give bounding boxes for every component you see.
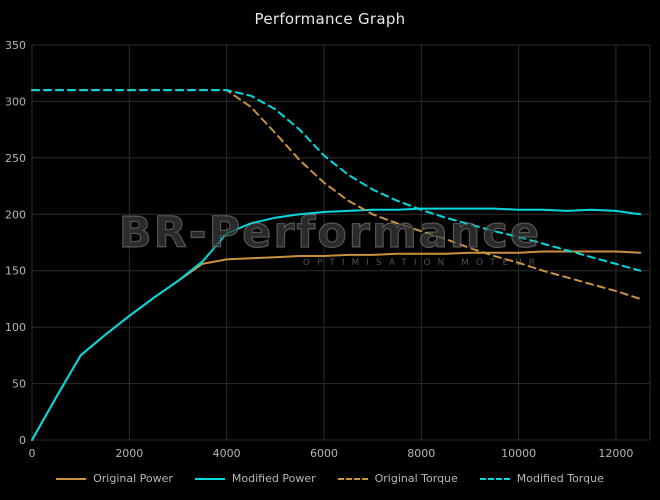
series-line-original-torque <box>31 89 642 300</box>
series-line-modified-power <box>31 207 642 441</box>
legend-item-modified-power: Modified Power <box>194 472 316 485</box>
x-tick-label: 10000 <box>501 447 536 460</box>
page-title: Performance Graph <box>254 10 406 28</box>
legend-line-sample-original-power <box>56 477 87 480</box>
x-tick-label: 8000 <box>407 447 435 460</box>
legend-line-sample-modified-torque <box>479 477 510 480</box>
legend-line-sample-modified-power <box>194 477 225 480</box>
y-tick-label: 150 <box>5 265 26 278</box>
x-tick-label: 4000 <box>213 447 241 460</box>
x-tick-label: 6000 <box>310 447 338 460</box>
legend-label: Original Power <box>93 472 173 485</box>
series-line-modified-torque <box>31 89 642 272</box>
legend-label: Modified Torque <box>516 472 604 485</box>
legend-item-original-power: Original Power <box>56 472 173 485</box>
y-tick-label: 100 <box>5 321 26 334</box>
y-tick-label: 250 <box>5 152 26 165</box>
x-tick-label: 12000 <box>598 447 633 460</box>
chart-legend: Original Power Modified Power Original Tor… <box>0 472 660 485</box>
y-tick-label: 50 <box>12 378 26 391</box>
legend-item-modified-torque: Modified Torque <box>479 472 604 485</box>
y-tick-label: 300 <box>5 95 26 108</box>
y-tick-label: 200 <box>5 208 26 221</box>
x-tick-label: 2000 <box>115 447 143 460</box>
legend-label: Modified Power <box>231 472 316 485</box>
legend-item-original-torque: Original Torque <box>337 472 458 485</box>
y-tick-label: 0 <box>19 434 26 447</box>
series-line-original-power <box>31 250 642 441</box>
x-tick-label: 0 <box>29 447 36 460</box>
y-tick-label: 350 <box>5 39 26 52</box>
performance-chart: 0 50 100 150 200 250 300 350 0 2000 4000 6000 8000 10… <box>5 39 651 460</box>
legend-label: Original Torque <box>374 472 458 485</box>
legend-line-sample-original-torque <box>337 477 368 480</box>
